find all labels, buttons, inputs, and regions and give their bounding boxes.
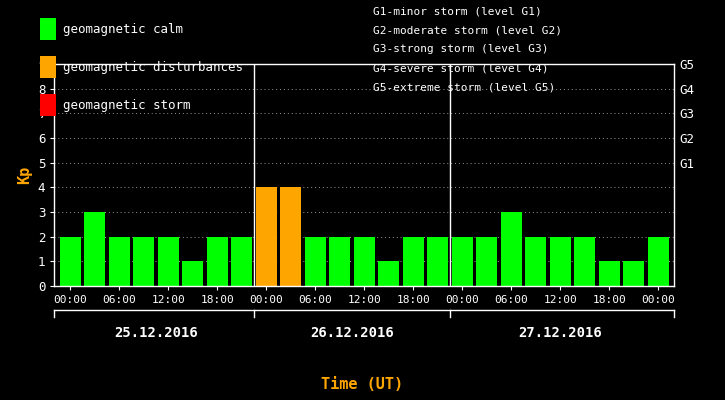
Bar <box>452 237 473 286</box>
Bar <box>428 237 448 286</box>
Bar <box>109 237 130 286</box>
Text: geomagnetic disturbances: geomagnetic disturbances <box>63 60 243 74</box>
Bar <box>256 187 277 286</box>
Bar <box>599 261 620 286</box>
Bar <box>476 237 497 286</box>
Bar <box>60 237 80 286</box>
Text: geomagnetic calm: geomagnetic calm <box>63 22 183 36</box>
Text: 26.12.2016: 26.12.2016 <box>310 326 394 340</box>
Bar <box>329 237 350 286</box>
Bar <box>378 261 399 286</box>
Bar <box>158 237 179 286</box>
Bar <box>574 237 595 286</box>
Bar <box>231 237 252 286</box>
Bar <box>281 187 301 286</box>
Text: G4-severe storm (level G4): G4-severe storm (level G4) <box>373 64 549 74</box>
Bar <box>403 237 423 286</box>
Bar <box>624 261 645 286</box>
Y-axis label: Kp: Kp <box>17 166 33 184</box>
Text: 25.12.2016: 25.12.2016 <box>114 326 198 340</box>
Bar <box>133 237 154 286</box>
Bar <box>648 237 668 286</box>
Text: G2-moderate storm (level G2): G2-moderate storm (level G2) <box>373 25 563 35</box>
Bar <box>501 212 522 286</box>
Text: 27.12.2016: 27.12.2016 <box>518 326 602 340</box>
Text: G1-minor storm (level G1): G1-minor storm (level G1) <box>373 6 542 16</box>
Bar <box>207 237 228 286</box>
Text: G5-extreme storm (level G5): G5-extreme storm (level G5) <box>373 83 555 93</box>
Bar <box>305 237 326 286</box>
Text: G3-strong storm (level G3): G3-strong storm (level G3) <box>373 44 549 54</box>
Text: geomagnetic storm: geomagnetic storm <box>63 98 191 112</box>
Bar <box>550 237 571 286</box>
Text: Time (UT): Time (UT) <box>321 377 404 392</box>
Bar <box>526 237 546 286</box>
Bar <box>354 237 375 286</box>
Bar <box>84 212 105 286</box>
Bar <box>183 261 203 286</box>
